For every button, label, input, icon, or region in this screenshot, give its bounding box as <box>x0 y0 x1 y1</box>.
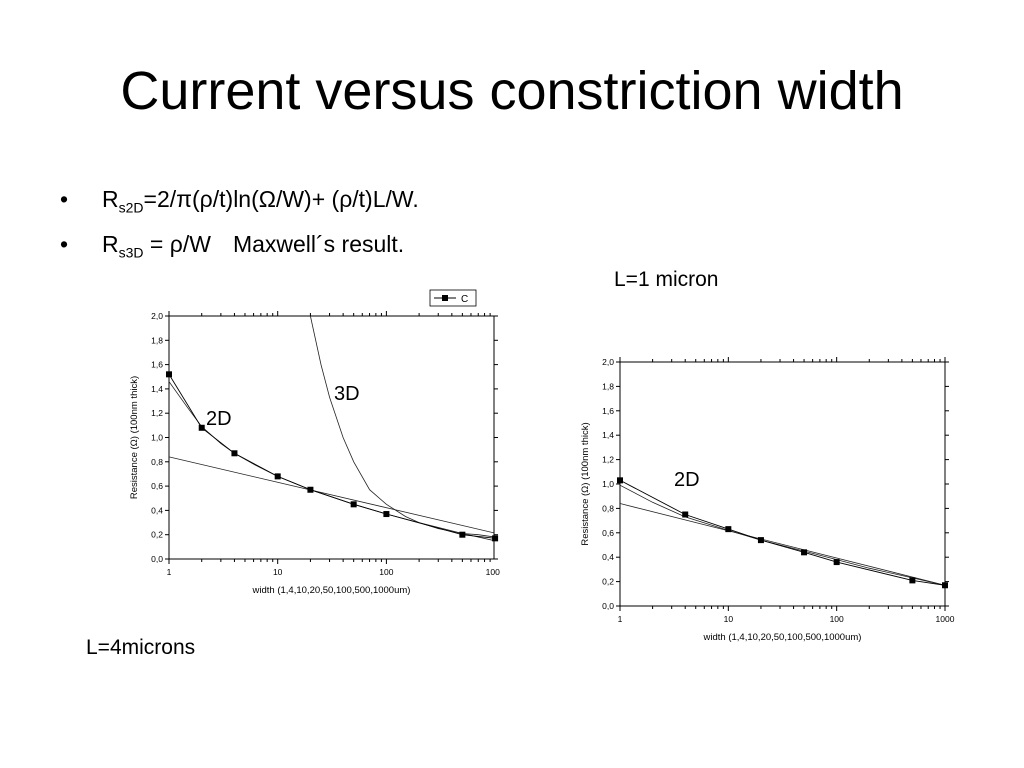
y-tick-label: 1,8 <box>151 335 163 345</box>
y-tick-label: 0,8 <box>151 457 163 467</box>
chart-right-l1: 0,0 0,2 0,4 0,6 0,8 1,0 1,2 1,4 1,6 1,8 2,0 1 10 100 1… <box>580 357 955 643</box>
data-point <box>198 424 205 431</box>
data-point <box>274 473 281 480</box>
x-tick-label: 1 <box>167 567 172 577</box>
curve-asymptote <box>620 503 945 586</box>
x-tick-label: 100 <box>830 614 844 624</box>
data-point <box>801 549 808 556</box>
data-point <box>725 526 732 533</box>
formula-symbol: R <box>102 230 119 257</box>
bullet-marker: • <box>60 186 69 212</box>
y-tick-label: 0,6 <box>151 481 163 491</box>
y-tick-label: 1,2 <box>602 455 614 465</box>
y-tick-label: 0,4 <box>151 505 163 515</box>
bullet-list: • Rs2D=2/π(ρ/t)ln(Ω/W)+ (ρ/t)L/W. • Rs3D =… <box>60 186 419 275</box>
y-tick-label: 0,2 <box>602 577 614 587</box>
x-tick-label: 1000 <box>936 614 955 624</box>
y-tick-label: 1,6 <box>151 360 163 370</box>
bullet-item-rs2d: • Rs2D=2/π(ρ/t)ln(Ω/W)+ (ρ/t)L/W. <box>60 186 419 216</box>
series-line <box>620 479 945 586</box>
chart-left-l4: 0,0 0,2 0,4 0,6 0,8 1,0 1,2 1,4 1,6 1,8 2,0 1 10 100 1… <box>129 289 500 596</box>
bullet-item-rs3d: • Rs3D = ρ/W Maxwell´s result. <box>60 231 419 261</box>
curve-asymptote <box>169 456 494 534</box>
plot-frame <box>619 361 946 607</box>
data-point <box>682 511 689 518</box>
curve-3d <box>310 316 494 538</box>
plot-frame <box>168 315 495 560</box>
legend-marker <box>442 295 448 301</box>
y-tick-label: 0,2 <box>151 530 163 540</box>
y-tick-label: 0,0 <box>602 601 614 611</box>
y-tick-label: 1,2 <box>151 408 163 418</box>
y-tick-label: 1,4 <box>151 384 163 394</box>
y-tick-label: 1,4 <box>602 430 614 440</box>
data-point <box>942 582 948 589</box>
legend-label: C <box>461 294 468 305</box>
slide-title: Current versus constriction width <box>120 61 904 121</box>
maxwell-result-text: Maxwell´s result. <box>232 230 405 257</box>
y-tick-label: 0,8 <box>602 503 614 513</box>
curve-annotation-3d: 3D <box>334 383 360 405</box>
x-axis-label: width (1,4,10,20,50,100,500,1000um) <box>252 585 411 596</box>
y-tick-label: 2,0 <box>602 357 614 367</box>
data-point <box>617 477 623 484</box>
data-point <box>459 531 466 538</box>
y-tick-label: 1,0 <box>151 433 163 443</box>
data-point <box>383 511 390 518</box>
data-point <box>307 486 314 493</box>
y-axis-label: Resistance (Ω) (100nm thick) <box>580 422 591 545</box>
curve-2d <box>620 484 945 586</box>
y-axis-label: Resistance (Ω) (100nm thick) <box>129 376 140 499</box>
formula-expression: =2/π(ρ/t)ln(Ω/W)+ (ρ/t)L/W. <box>143 186 419 212</box>
y-tick-label: 0,4 <box>602 552 614 562</box>
data-point <box>231 450 238 457</box>
curve-annotation-2d: 2D <box>674 469 700 491</box>
data-point <box>909 577 916 584</box>
data-point <box>757 537 764 544</box>
data-point <box>833 559 840 566</box>
bullet-marker: • <box>60 230 69 257</box>
x-tick-label: 10 <box>724 614 734 624</box>
y-tick-label: 0,0 <box>151 554 163 564</box>
length-note-1-micron: L=1 micron <box>614 268 719 291</box>
data-point <box>492 535 499 542</box>
y-tick-label: 1,0 <box>602 479 614 489</box>
formula-subscript: s3D <box>118 244 144 261</box>
y-tick-label: 0,6 <box>602 528 614 538</box>
x-tick-label: 100 <box>379 567 393 577</box>
x-tick-label: 10 <box>273 567 283 577</box>
curve-annotation-2d: 2D <box>206 408 232 430</box>
data-point <box>166 371 172 378</box>
x-tick-label: 1000 <box>486 567 500 577</box>
y-tick-label: 1,6 <box>602 406 614 416</box>
data-point <box>350 501 357 508</box>
formula-symbol: R <box>102 186 119 212</box>
x-axis-label: width (1,4,10,20,50,100,500,1000um) <box>703 632 862 643</box>
formula-subscript: s2D <box>118 199 144 216</box>
series-line <box>169 374 494 539</box>
curve-2d <box>169 381 494 541</box>
y-tick-label: 2,0 <box>151 311 163 321</box>
formula-expression: = ρ/W <box>143 230 211 257</box>
length-note-4-microns: L=4microns <box>86 636 196 659</box>
y-tick-label: 1,8 <box>602 381 614 391</box>
x-tick-label: 1 <box>618 614 623 624</box>
